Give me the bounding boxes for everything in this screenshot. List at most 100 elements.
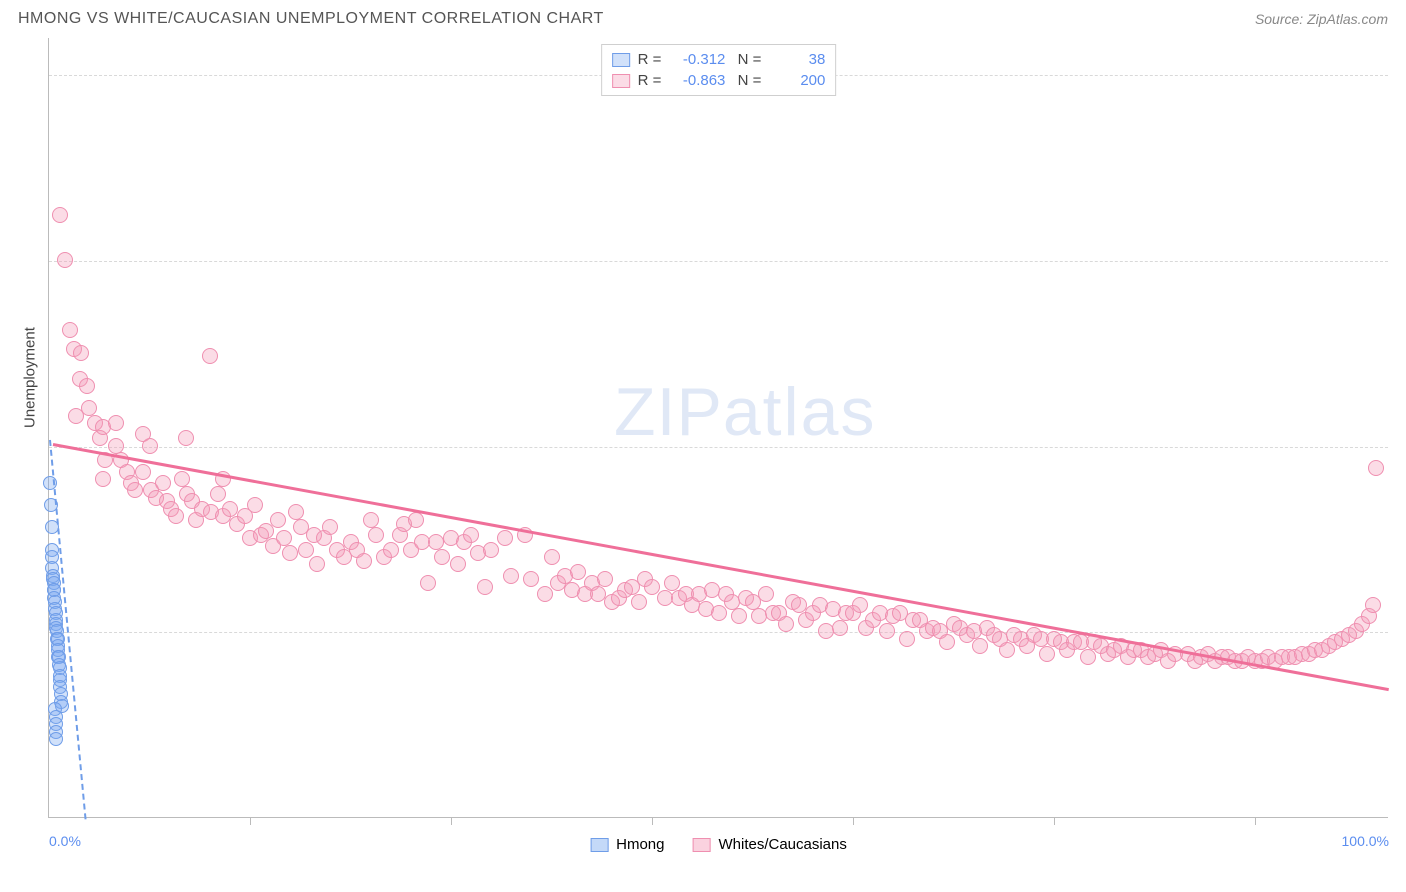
legend-swatch [692,838,710,852]
data-point [52,207,68,223]
data-point [414,534,430,550]
data-point [1365,597,1381,613]
data-point [247,497,263,513]
legend-series: Hmong Whites/Caucasians [590,836,847,853]
data-point [174,471,190,487]
data-point [420,575,436,591]
data-point [899,631,915,647]
legend-r-label: R = [638,72,662,89]
legend-r-value: -0.863 [669,72,725,89]
data-point [309,556,325,572]
legend-label: Hmong [616,836,664,853]
source-text: Source: ZipAtlas.com [1255,11,1388,27]
data-point [503,568,519,584]
data-point [664,575,680,591]
data-point [537,586,553,602]
data-point [73,345,89,361]
chart-wrap: Unemployment ZIPatlas R =-0.312 N =38R =… [40,38,1394,818]
data-point [49,732,63,746]
data-point [222,501,238,517]
data-point [832,620,848,636]
data-point [168,508,184,524]
data-point [939,634,955,650]
data-point [127,482,143,498]
data-point [408,512,424,528]
y-axis-title: Unemployment [22,327,39,428]
x-tick-label: 0.0% [49,833,81,849]
header: HMONG VS WHITE/CAUCASIAN UNEMPLOYMENT CO… [0,0,1406,34]
data-point [450,556,466,572]
x-tick [853,817,854,825]
data-point [62,322,78,338]
legend-n-label: N = [733,51,761,68]
legend-r-value: -0.312 [669,51,725,68]
data-point [270,512,286,528]
legend-item: Whites/Caucasians [692,836,846,853]
x-tick-label: 100.0% [1342,833,1389,849]
data-point [202,348,218,364]
data-point [81,400,97,416]
data-point [483,542,499,558]
data-point [463,527,479,543]
watermark: ZIPatlas [614,373,876,451]
legend-swatch [590,838,608,852]
x-tick [250,817,251,825]
x-tick [1255,817,1256,825]
data-point [298,542,314,558]
data-point [322,519,338,535]
trend-line [53,443,1390,691]
legend-row: R = -0.863 N = 200 [612,70,826,91]
data-point [210,486,226,502]
x-tick [451,817,452,825]
data-point [282,545,298,561]
data-point [1368,460,1384,476]
data-point [288,504,304,520]
data-point [852,597,868,613]
legend-r-label: R = [638,51,662,68]
legend-row: R = -0.312 N = 38 [612,49,826,70]
legend-swatch [612,53,630,67]
data-point [597,571,613,587]
data-point [731,608,747,624]
legend-swatch [612,74,630,88]
gridline [49,632,1388,633]
legend-n-value: 200 [769,72,825,89]
legend-item: Hmong [590,836,664,853]
legend-n-label: N = [733,72,761,89]
scatter-plot: ZIPatlas R = -0.312 N = 38 R = -0.863 N = 200… [48,38,1388,818]
data-point [434,549,450,565]
data-point [79,378,95,394]
data-point [368,527,384,543]
legend-n-value: 38 [769,51,825,68]
data-point [999,642,1015,658]
data-point [497,530,513,546]
data-point [477,579,493,595]
data-point [383,542,399,558]
watermark-bold: ZIP [614,374,723,450]
data-point [631,594,647,610]
data-point [356,553,372,569]
data-point [711,605,727,621]
watermark-thin: atlas [723,374,877,450]
data-point [758,586,774,602]
gridline [49,261,1388,262]
x-tick [652,817,653,825]
legend-label: Whites/Caucasians [718,836,846,853]
legend-correlation: R = -0.312 N = 38 R = -0.863 N = 200 [601,44,837,96]
data-point [644,579,660,595]
data-point [972,638,988,654]
gridline [49,447,1388,448]
data-point [178,430,194,446]
data-point [428,534,444,550]
data-point [363,512,379,528]
data-point [1080,649,1096,665]
data-point [95,471,111,487]
data-point [155,475,171,491]
data-point [570,564,586,580]
data-point [135,464,151,480]
data-point [879,623,895,639]
data-point [57,252,73,268]
data-point [523,571,539,587]
data-point [142,438,158,454]
chart-title: HMONG VS WHITE/CAUCASIAN UNEMPLOYMENT CO… [18,10,604,28]
